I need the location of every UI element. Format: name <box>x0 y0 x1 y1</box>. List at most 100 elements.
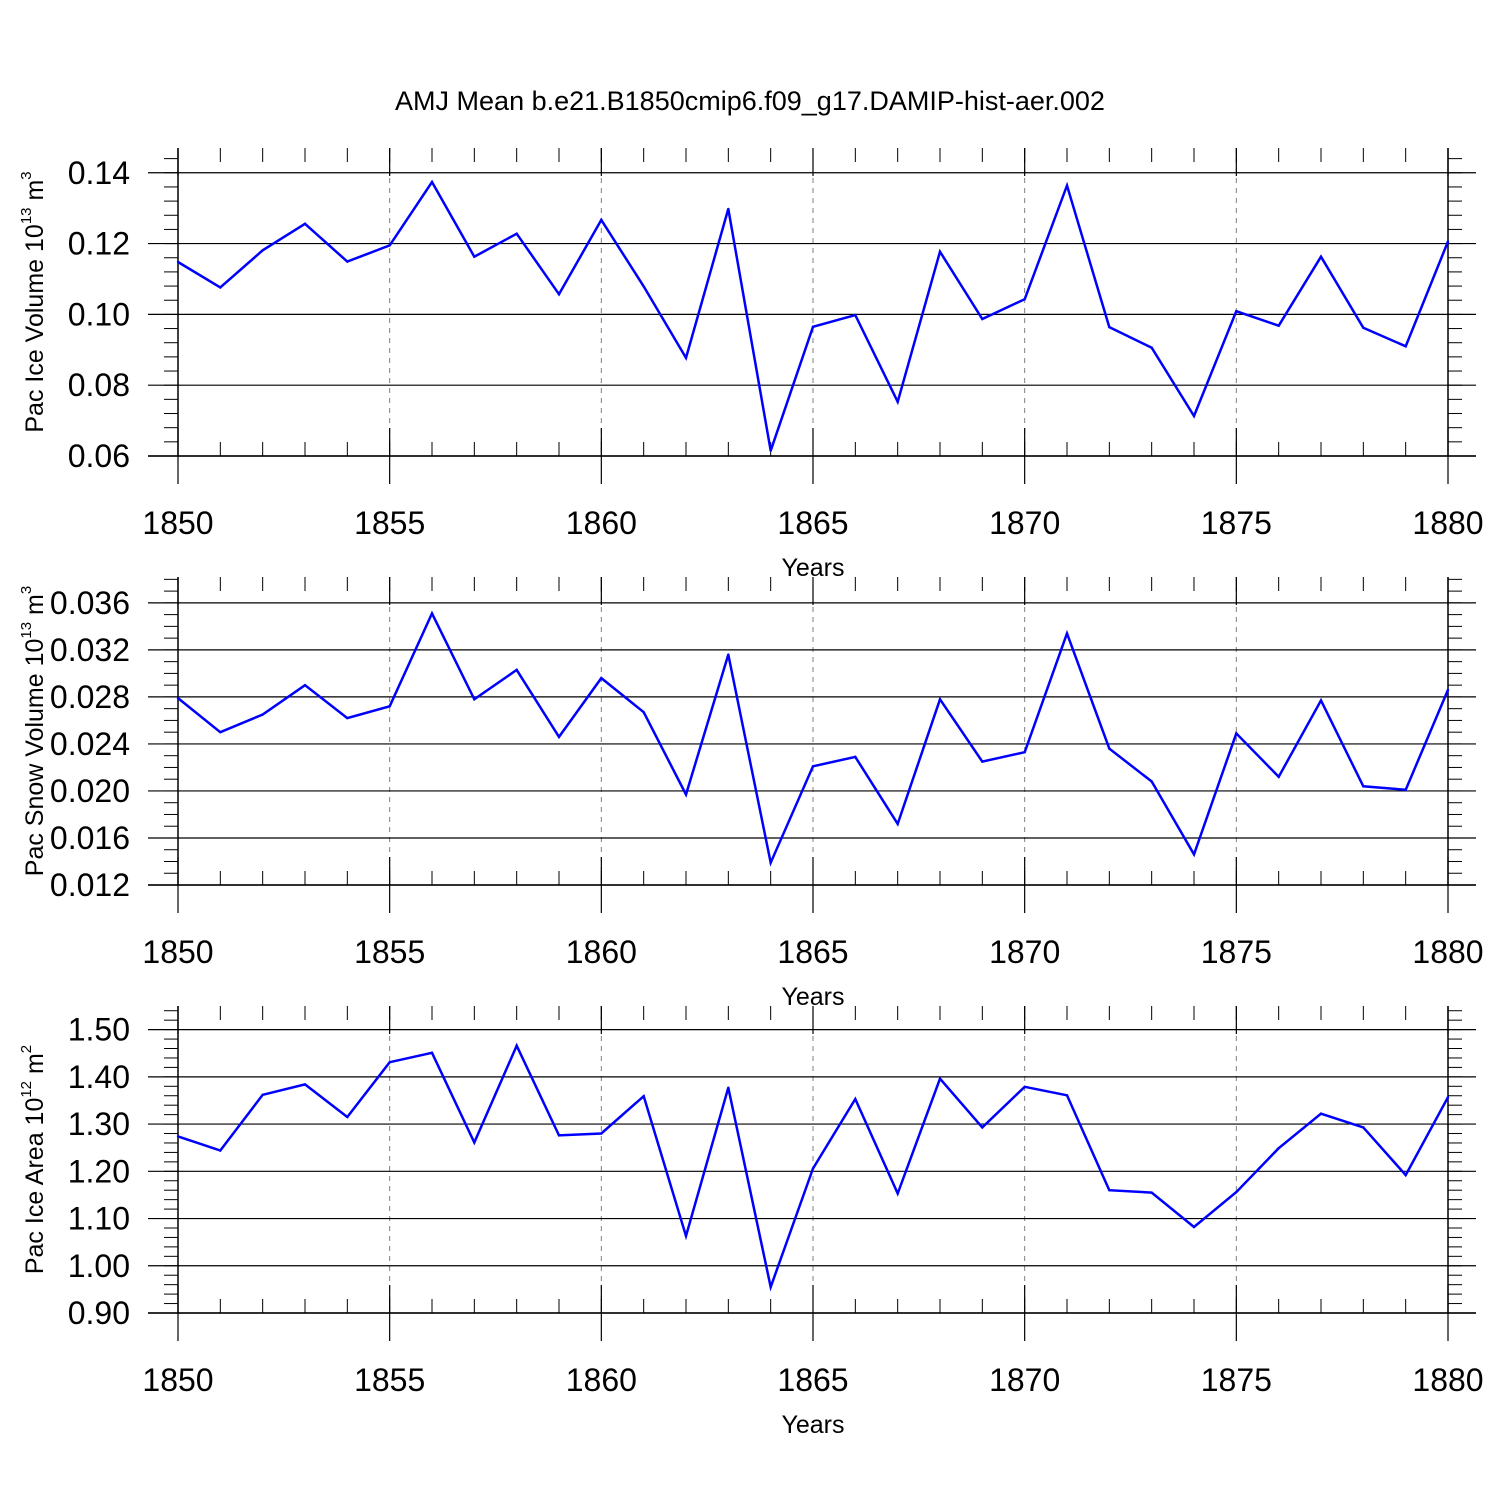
x-tick-label-1855: 1855 <box>354 1362 425 1398</box>
data-point-1868 <box>938 698 942 701</box>
data-point-1852 <box>261 713 264 716</box>
data-point-1878 <box>1362 326 1365 330</box>
data-point-1851 <box>219 1149 222 1152</box>
x-tick-label-1880: 1880 <box>1412 1362 1483 1398</box>
data-point-1873 <box>1150 780 1153 783</box>
data-point-1856 <box>430 1051 434 1054</box>
y-tick-label-0_012: 0.012 <box>50 867 130 903</box>
data-point-1857 <box>473 255 476 258</box>
data-point-1875 <box>1235 732 1238 735</box>
x-tick-label-1870: 1870 <box>989 1362 1060 1398</box>
data-point-1862 <box>684 356 688 360</box>
x-tick-label-1880: 1880 <box>1412 505 1483 541</box>
data-point-1874 <box>1192 1225 1196 1229</box>
y-tick-label-0_9: 0.90 <box>68 1295 130 1331</box>
data-point-1862 <box>684 793 688 796</box>
x-tick-label-1875: 1875 <box>1201 934 1272 970</box>
y-tick-label-0_036: 0.036 <box>50 585 130 621</box>
data-point-1863 <box>727 1086 730 1089</box>
data-point-1868 <box>938 250 942 253</box>
data-point-1860 <box>600 676 603 680</box>
data-point-1879 <box>1404 788 1407 791</box>
data-point-1864 <box>769 1285 772 1289</box>
y-tick-label-0_032: 0.032 <box>50 632 130 668</box>
y-axis-label: Pac Ice Area 1012 m2 <box>18 1045 49 1274</box>
y-tick-label-0_08: 0.08 <box>68 367 130 403</box>
data-point-1868 <box>938 1077 942 1080</box>
x-tick-label-1860: 1860 <box>566 934 637 970</box>
data-point-1852 <box>261 249 264 252</box>
x-tick-label-1875: 1875 <box>1201 505 1272 541</box>
data-point-1858 <box>515 668 518 672</box>
data-point-1875 <box>1235 310 1238 313</box>
data-point-1878 <box>1362 1126 1365 1129</box>
x-tick-label-1875: 1875 <box>1201 1362 1272 1398</box>
data-point-1866 <box>854 1097 857 1101</box>
x-axis-label: Years <box>781 1411 844 1439</box>
data-point-1876 <box>1277 775 1280 779</box>
x-tick-label-1880: 1880 <box>1412 934 1483 970</box>
y-axis-label: Pac Snow Volume 1013 m3 <box>18 586 49 876</box>
data-point-1855 <box>388 1061 391 1064</box>
data-point-1860 <box>600 1132 603 1135</box>
data-point-1867 <box>896 822 899 826</box>
data-point-1853 <box>303 1083 307 1086</box>
data-point-1853 <box>303 222 307 225</box>
data-point-1853 <box>303 683 307 687</box>
chart-title: AMJ Mean b.e21.B1850cmip6.f09_g17.DAMIP-… <box>395 86 1105 116</box>
data-point-1851 <box>219 286 222 289</box>
data-point-1872 <box>1108 747 1111 750</box>
data-point-1856 <box>430 612 434 615</box>
data-point-1854 <box>346 260 349 263</box>
data-point-1866 <box>854 313 857 317</box>
data-point-1870 <box>1023 1085 1026 1088</box>
x-tick-label-1865: 1865 <box>777 505 848 541</box>
data-point-1879 <box>1404 1173 1407 1177</box>
data-point-1880 <box>1446 240 1450 243</box>
y-tick-label-1_4: 1.40 <box>68 1059 130 1095</box>
data-point-1851 <box>219 730 222 734</box>
y-tick-label-0_12: 0.12 <box>68 226 130 262</box>
data-point-1867 <box>896 400 899 404</box>
y-tick-label-0_016: 0.016 <box>50 820 130 856</box>
data-point-1861 <box>642 710 645 714</box>
data-point-1871 <box>1065 632 1069 635</box>
data-point-1863 <box>727 207 730 211</box>
data-point-1874 <box>1192 414 1196 418</box>
data-point-1866 <box>854 755 857 759</box>
data-point-1879 <box>1404 345 1407 348</box>
y-tick-label-1_3: 1.30 <box>68 1106 130 1142</box>
data-point-1857 <box>473 1141 476 1144</box>
data-point-1854 <box>346 716 349 720</box>
data-point-1858 <box>515 1044 518 1047</box>
data-point-1858 <box>515 232 518 235</box>
data-point-1872 <box>1108 325 1111 329</box>
y-tick-label-0_14: 0.14 <box>68 155 130 191</box>
data-point-1873 <box>1150 346 1153 349</box>
y-tick-label-1_2: 1.20 <box>68 1153 130 1189</box>
y-tick-label-0_06: 0.06 <box>68 438 130 474</box>
data-point-1854 <box>346 1115 349 1119</box>
data-point-1877 <box>1319 1112 1323 1115</box>
data-point-1870 <box>1023 297 1026 301</box>
data-point-1852 <box>261 1093 264 1096</box>
data-point-1862 <box>684 1234 688 1238</box>
data-point-1869 <box>981 760 984 763</box>
x-tick-label-1865: 1865 <box>777 934 848 970</box>
data-point-1859 <box>557 293 561 296</box>
data-point-1867 <box>896 1192 899 1195</box>
x-tick-label-1850: 1850 <box>142 934 213 970</box>
data-point-1861 <box>642 1095 645 1098</box>
x-tick-label-1855: 1855 <box>354 934 425 970</box>
data-point-1875 <box>1235 1190 1238 1194</box>
x-tick-label-1850: 1850 <box>142 505 213 541</box>
x-tick-label-1870: 1870 <box>989 505 1060 541</box>
data-point-1861 <box>642 285 645 288</box>
data-point-1876 <box>1277 1146 1280 1150</box>
x-tick-label-1850: 1850 <box>142 1362 213 1398</box>
y-tick-label-0_1: 0.10 <box>68 296 130 332</box>
data-point-1850 <box>176 260 180 264</box>
data-point-1850 <box>176 696 180 700</box>
y-tick-label-0_02: 0.020 <box>50 773 130 809</box>
